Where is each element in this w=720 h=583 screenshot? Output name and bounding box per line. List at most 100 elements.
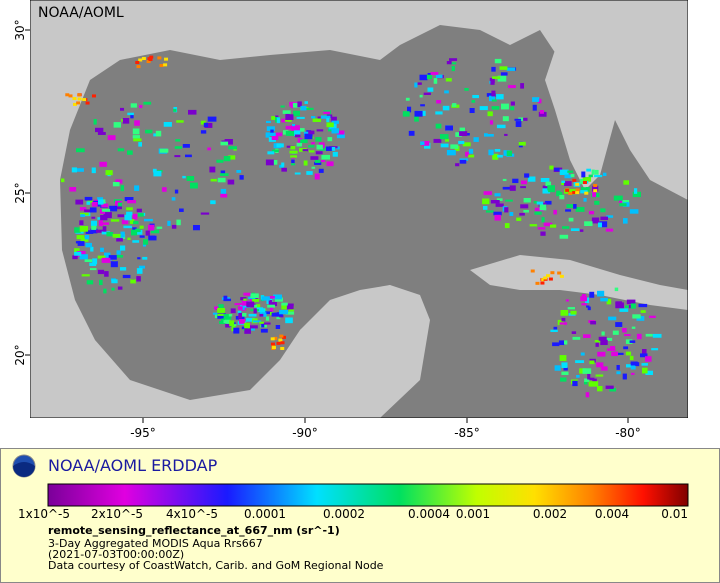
reflectance-pixel — [218, 304, 224, 309]
reflectance-pixel — [75, 168, 84, 172]
reflectance-pixel — [524, 173, 530, 178]
reflectance-pixel — [493, 211, 502, 216]
reflectance-pixel — [537, 227, 546, 230]
reflectance-pixel — [107, 135, 116, 141]
reflectance-pixel — [420, 104, 425, 107]
reflectance-pixel — [126, 211, 133, 216]
reflectance-pixel — [112, 233, 122, 238]
reflectance-pixel — [266, 120, 271, 124]
reflectance-pixel — [280, 346, 285, 350]
lon-label: -80° — [615, 426, 641, 440]
reflectance-pixel — [587, 306, 591, 311]
reflectance-pixel — [331, 120, 339, 124]
reflectance-pixel — [629, 355, 634, 361]
reflectance-pixel — [270, 160, 278, 165]
reflectance-pixel — [276, 312, 283, 317]
reflectance-pixel — [171, 197, 176, 201]
reflectance-pixel — [559, 192, 563, 196]
reflectance-pixel — [285, 317, 293, 324]
reflectance-pixel — [148, 57, 153, 61]
reflectance-pixel — [249, 325, 258, 329]
reflectance-pixel — [309, 150, 315, 153]
reflectance-pixel — [98, 220, 103, 227]
reflectance-pixel — [214, 306, 219, 310]
reflectance-pixel — [591, 169, 595, 175]
reflectance-pixel — [582, 181, 587, 185]
reflectance-pixel — [596, 362, 604, 368]
reflectance-pixel — [319, 160, 326, 163]
reflectance-pixel — [163, 63, 168, 67]
reflectance-pixel — [619, 203, 627, 207]
reflectance-pixel — [468, 148, 474, 154]
reflectance-pixel — [561, 317, 566, 322]
reflectance-pixel — [331, 116, 337, 123]
reflectance-pixel — [614, 287, 619, 292]
reflectance-pixel — [157, 56, 162, 60]
reflectance-pixel — [127, 237, 131, 241]
reflectance-pixel — [127, 200, 136, 204]
reflectance-pixel — [77, 93, 82, 97]
colorbar-label: 0.0004 — [408, 507, 450, 521]
reflectance-pixel — [540, 281, 545, 285]
reflectance-pixel — [458, 140, 465, 145]
reflectance-pixel — [139, 105, 143, 109]
reflectance-pixel — [496, 124, 506, 129]
reflectance-pixel — [306, 171, 313, 175]
reflectance-pixel — [72, 97, 77, 101]
reflectance-pixel — [586, 305, 590, 308]
colorbar-label: 0.01 — [661, 507, 688, 521]
reflectance-pixel — [127, 112, 134, 116]
reflectance-pixel — [520, 83, 525, 89]
reflectance-pixel — [109, 205, 118, 212]
reflectance-pixel — [514, 118, 522, 121]
reflectance-pixel — [239, 175, 244, 180]
reflectance-pixel — [581, 294, 586, 297]
reflectance-pixel — [326, 122, 334, 128]
reflectance-pixel — [566, 204, 573, 208]
reflectance-pixel — [483, 206, 488, 210]
reflectance-pixel — [649, 315, 656, 318]
reflectance-pixel — [537, 98, 542, 104]
reflectance-pixel — [135, 230, 143, 235]
lon-label: -90° — [292, 426, 318, 440]
reflectance-pixel — [133, 138, 142, 142]
reflectance-pixel — [642, 349, 647, 355]
reflectance-pixel — [568, 191, 573, 195]
reflectance-pixel — [584, 221, 593, 227]
reflectance-pixel — [276, 117, 280, 124]
reflectance-pixel — [297, 101, 302, 108]
reflectance-pixel — [281, 162, 285, 167]
reflectance-pixel — [607, 348, 616, 351]
reflectance-pixel — [533, 201, 538, 204]
legend-title: NOAA/AOML ERDDAP — [48, 456, 218, 475]
reflectance-pixel — [105, 170, 113, 176]
reflectance-pixel — [336, 146, 340, 150]
reflectance-pixel — [651, 348, 659, 351]
reflectance-pixel — [440, 134, 449, 140]
reflectance-pixel — [489, 95, 495, 102]
reflectance-pixel — [559, 234, 569, 239]
reflectance-pixel — [575, 207, 585, 212]
reflectance-pixel — [115, 255, 124, 258]
reflectance-pixel — [79, 226, 89, 232]
reflectance-pixel — [645, 370, 654, 375]
reflectance-pixel — [104, 271, 109, 277]
reflectance-pixel — [220, 193, 228, 198]
reflectance-pixel — [223, 320, 229, 324]
reflectance-pixel — [564, 340, 568, 345]
reflectance-pixel — [271, 135, 279, 140]
reflectance-pixel — [244, 328, 251, 334]
reflectance-pixel — [269, 306, 274, 312]
reflectance-pixel — [487, 111, 493, 117]
reflectance-pixel — [159, 148, 169, 153]
reflectance-pixel — [265, 311, 272, 315]
reflectance-pixel — [294, 130, 301, 137]
reflectance-pixel — [265, 159, 274, 166]
reflectance-pixel — [100, 215, 108, 221]
reflectance-pixel — [593, 189, 598, 193]
reflectance-pixel — [459, 159, 467, 164]
reflectance-pixel — [138, 142, 143, 147]
reflectance-pixel — [148, 235, 155, 240]
colorbar-label: 0.0001 — [244, 507, 286, 521]
reflectance-pixel — [331, 128, 339, 134]
